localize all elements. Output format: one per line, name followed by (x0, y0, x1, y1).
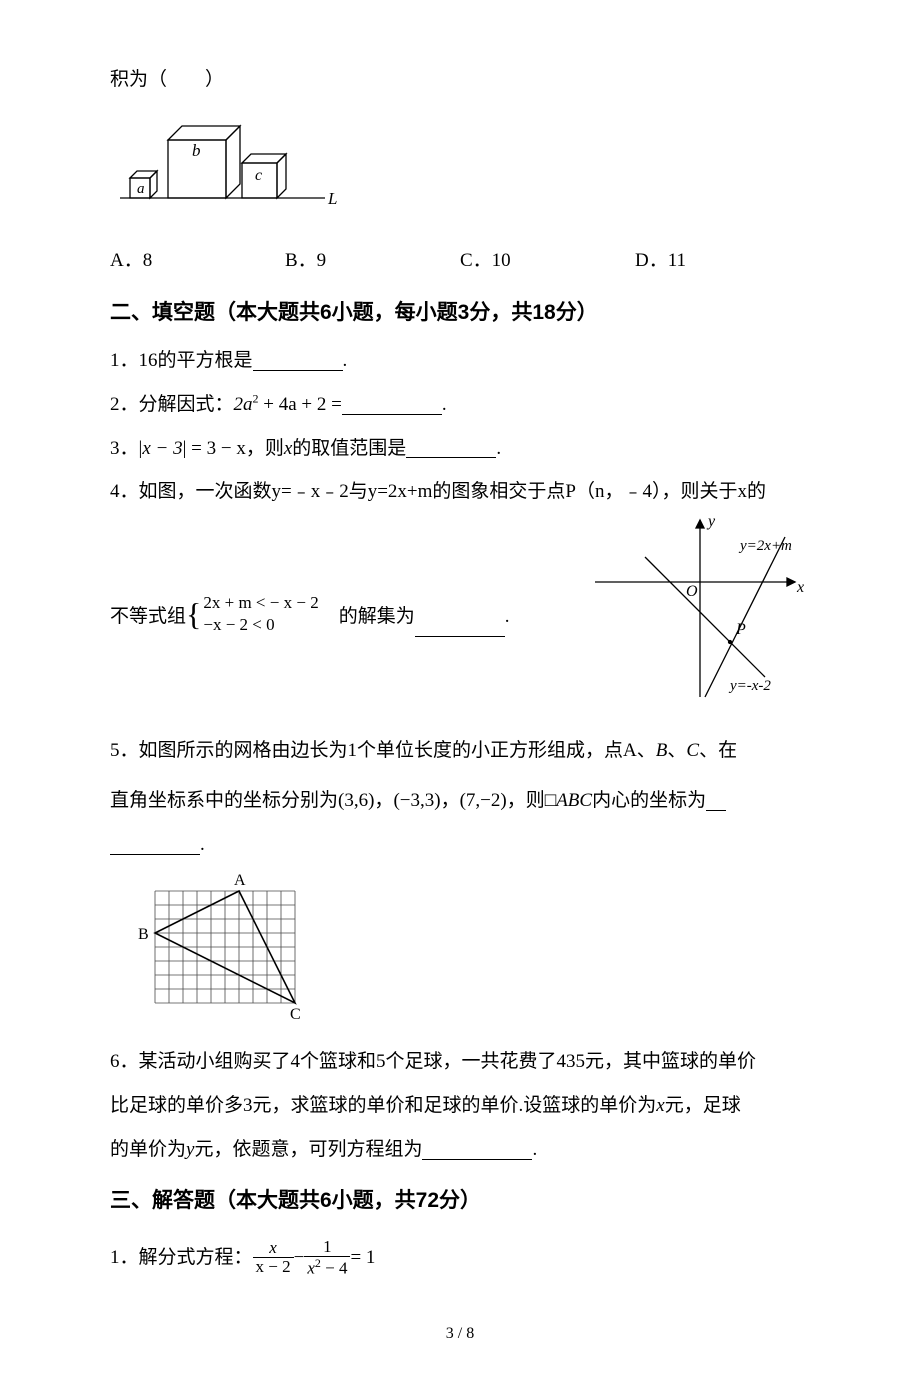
cubes-figure: a b c L (120, 108, 810, 233)
q4-blank (415, 617, 505, 637)
q5-p2: (−3,3) (393, 781, 440, 821)
p1-frac2: 1 x2 − 4 (304, 1238, 350, 1277)
q2-suffix: . (442, 385, 447, 425)
q5-tail1: 、在 (699, 731, 737, 771)
p1-minus: − (294, 1238, 305, 1278)
q5-line2a: 直角坐标系中的坐标分别为 (110, 781, 338, 821)
option-C: C．10 (460, 241, 635, 281)
q3-mid: ，则 (246, 429, 284, 469)
grid-C-label: C (290, 1006, 301, 1021)
q2-expr: 2a2 + 4a + 2 = (234, 385, 342, 425)
fill-q5-line2: 直角坐标系中的坐标分别为 (3,6) ， (−3,3) ， (7,−2) ，则 … (110, 781, 810, 821)
cube-a-label: a (137, 181, 145, 197)
q3-abs-expr: |x − 3| = 3 − x (139, 429, 246, 469)
q1-blank (253, 351, 343, 371)
fill-q3: 3． |x − 3| = 3 − x ，则 x 的取值范围是 . (110, 429, 810, 469)
q4-ineq-system: { 2x + m < − x − 2 −x − 2 < 0 (186, 592, 319, 636)
q4-dot: . (505, 597, 510, 637)
q6-x: x (656, 1086, 664, 1126)
grid-figure: A B C (130, 871, 810, 1036)
q5-tri: □ABC (545, 781, 592, 821)
brace-icon: { (186, 598, 201, 630)
q4-ineq-line: 不等式组 { 2x + m < − x − 2 −x − 2 < 0 的解集为 … (110, 592, 570, 636)
q6-line3b: 元，依题意，可列方程组为 (194, 1130, 422, 1170)
q5-blank-a (706, 791, 726, 811)
fill-q6-line3: 的单价为 y 元，依题意，可列方程组为 . (110, 1130, 810, 1170)
y-axis-label: y (706, 513, 716, 530)
q2-prefix: 2．分解因式： (110, 385, 234, 425)
option-B: B．9 (285, 241, 460, 281)
fill-q6-line2: 比足球的单价多3元，求篮球的单价和足球的单价.设篮球的单价为 x 元，足球 (110, 1086, 810, 1126)
q5-line1a: 5．如图所示的网格由边长为1个单位长度的小正方形组成，点 (110, 731, 623, 771)
origin-label: O (686, 583, 698, 600)
q5-p3: (7,−2) (460, 781, 507, 821)
option-A: A．8 (110, 241, 285, 281)
P-label: P (735, 621, 746, 638)
q5-dot: . (200, 825, 205, 865)
q6-line3a: 的单价为 (110, 1130, 186, 1170)
fill-q4: 4．如图，一次函数y=﹣x﹣2与y=2x+m的图象相交于点P（n，﹣4），则关于… (110, 472, 810, 727)
section-3-title: 三、解答题（本大题共6小题，共72分） (110, 1179, 810, 1223)
q3-tail: 的取值范围是 (292, 429, 406, 469)
fragment-top-line: 积为（ ） (110, 60, 810, 100)
fragment-top-text: 积为（ ） (110, 60, 224, 100)
q3-suffix: . (496, 429, 501, 469)
line-L-label: L (327, 189, 337, 208)
q5-c3: ，则 (507, 781, 545, 821)
p1-eq: = 1 (350, 1238, 375, 1278)
q5-sep1: 、 (637, 731, 656, 771)
q3-x: x (284, 429, 292, 469)
q4-ineq-prefix: 不等式组 (110, 597, 186, 637)
q5-A: A (623, 731, 637, 771)
grid-svg: A B C (130, 871, 310, 1021)
q4-line1: 4．如图，一次函数y=﹣x﹣2与y=2x+m的图象相交于点P（n，﹣4），则关于… (110, 472, 810, 512)
cubes-svg: a b c L (120, 108, 340, 218)
q6-line2a: 比足球的单价多3元，求篮球的单价和足球的单价.设篮球的单价为 (110, 1086, 656, 1126)
cube-b-label: b (192, 141, 201, 160)
graph-figure: y x O P y=2x+m y=-x-2 (590, 512, 810, 717)
q5-B: B (656, 731, 668, 771)
grid-B-label: B (138, 926, 149, 943)
q1-prefix: 1．16的平方根是 (110, 341, 253, 381)
fill-q1: 1．16的平方根是 . (110, 341, 810, 381)
fill-q5-line1: 5．如图所示的网格由边长为1个单位长度的小正方形组成，点 A 、 B 、 C 、… (110, 731, 810, 771)
grid-A-label: A (234, 872, 246, 889)
p1-frac1: x x − 2 (253, 1239, 294, 1276)
page-number: 3 / 8 (110, 1317, 810, 1351)
q6-line2b: 元，足球 (665, 1086, 741, 1126)
q5-C: C (686, 731, 699, 771)
section-2-title: 二、填空题（本大题共6小题，每小题3分，共18分） (110, 291, 810, 335)
q3-prefix: 3． (110, 429, 139, 469)
fill-q5-line3: . (110, 825, 810, 865)
q4-ineq-suffix: 的解集为 (339, 597, 415, 637)
option-D: D．11 (635, 241, 810, 281)
cube-c-label: c (255, 167, 262, 184)
q5-sep2: 、 (667, 731, 686, 771)
q6-dot: . (532, 1130, 537, 1170)
q5-p1: (3,6) (338, 781, 374, 821)
q3-blank (406, 438, 496, 458)
q1-suffix: . (343, 341, 348, 381)
q2-blank (342, 395, 442, 415)
solve-p1: 1．解分式方程： x x − 2 − 1 x2 − 4 = 1 (110, 1238, 810, 1278)
q5-c1: ， (374, 781, 393, 821)
q5-c2: ， (441, 781, 460, 821)
q6-blank (422, 1140, 532, 1160)
fill-q2: 2．分解因式： 2a2 + 4a + 2 = . (110, 385, 810, 425)
fill-q6-line1: 6．某活动小组购买了4个篮球和5个足球，一共花费了435元，其中篮球的单价 (110, 1042, 810, 1082)
x-axis-label: x (796, 579, 804, 596)
q4-ineq-top: 2x + m < − x − 2 (203, 592, 318, 614)
line1-label: y=2x+m (738, 538, 792, 554)
p1-prefix: 1．解分式方程： (110, 1238, 253, 1278)
q5-blank-b (110, 835, 200, 855)
q4-ineq-bot: −x − 2 < 0 (203, 614, 318, 636)
graph-svg: y x O P y=2x+m y=-x-2 (590, 512, 810, 702)
mc-options-row: A．8 B．9 C．10 D．11 (110, 241, 810, 281)
q5-tail2: 内心的坐标为 (592, 781, 706, 821)
line2-label: y=-x-2 (728, 678, 771, 694)
q6-y: y (186, 1130, 194, 1170)
